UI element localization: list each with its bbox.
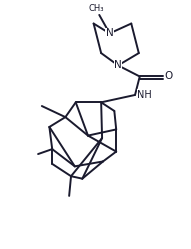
Text: NH: NH — [137, 90, 152, 100]
Text: N: N — [106, 28, 113, 38]
Text: O: O — [164, 71, 173, 81]
Text: N: N — [114, 61, 122, 70]
Text: CH₃: CH₃ — [89, 4, 104, 13]
